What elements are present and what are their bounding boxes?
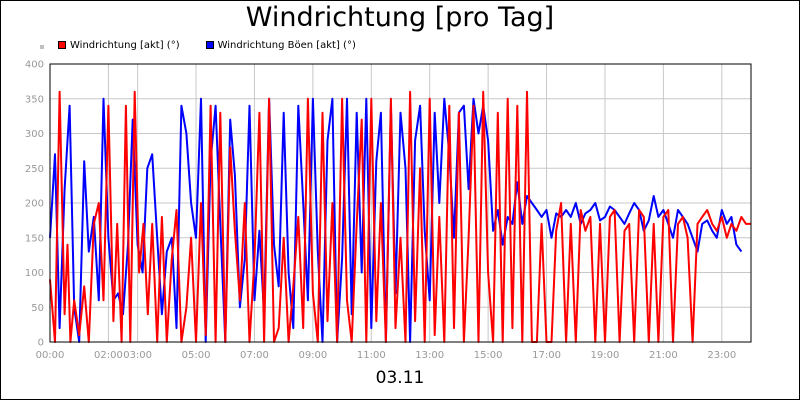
x-tick-label: 02:00 (94, 350, 123, 361)
y-tick-label: 350 (25, 94, 44, 105)
y-tick-label: 200 (25, 199, 44, 210)
legend-bullet-icon (40, 45, 44, 49)
legend-label-boeen: Windrichtung Böen [akt] (°) (217, 39, 356, 51)
y-tick-label: 300 (25, 129, 44, 140)
y-tick-label: 50 (31, 303, 44, 314)
y-tick-label: 100 (25, 268, 44, 279)
x-tick-label: 21:00 (649, 350, 678, 361)
legend: Windrichtung [akt] (°) Windrichtung Böen… (40, 38, 382, 52)
y-tick-label: 0 (38, 338, 44, 349)
x-tick-label: 11:00 (357, 350, 386, 361)
plot-border (49, 63, 752, 343)
y-axis-ticks: 0 50 100 150 200 250 300 350 400 (25, 60, 44, 349)
chart-title: Windrichtung [pro Tag] (245, 2, 555, 33)
x-tick-label: 03:00 (123, 350, 152, 361)
legend-entry-boeen: Windrichtung Böen [akt] (°) (205, 39, 356, 51)
series-line-windrichtung (49, 90, 751, 343)
y-tick-label: 400 (25, 60, 44, 71)
x-tick-label: 00:00 (36, 350, 65, 361)
x-tick-label: 23:00 (707, 350, 736, 361)
x-tick-label: 05:00 (182, 350, 211, 361)
x-axis-ticks: 00:00 02:00 03:00 05:00 07:00 09:00 11:00 13:00… (36, 350, 737, 361)
x-tick-label: 09:00 (298, 350, 327, 361)
legend-swatch-blue (205, 41, 214, 49)
legend-label-windrichtung: Windrichtung [akt] (°) (70, 39, 180, 51)
x-tick-label: 13:00 (415, 350, 444, 361)
x-tick-label: 19:00 (591, 350, 620, 361)
x-tick-label: 17:00 (532, 350, 561, 361)
y-tick-label: 150 (25, 233, 44, 244)
x-tick-label: 15:00 (474, 350, 503, 361)
series-layer (49, 90, 751, 343)
y-tick-label: 250 (25, 164, 44, 175)
legend-swatch-red (58, 41, 66, 49)
x-tick-label: 07:00 (240, 350, 269, 361)
legend-entry-windrichtung: Windrichtung [akt] (°) (58, 40, 180, 51)
date-label: 03.11 (375, 368, 425, 388)
